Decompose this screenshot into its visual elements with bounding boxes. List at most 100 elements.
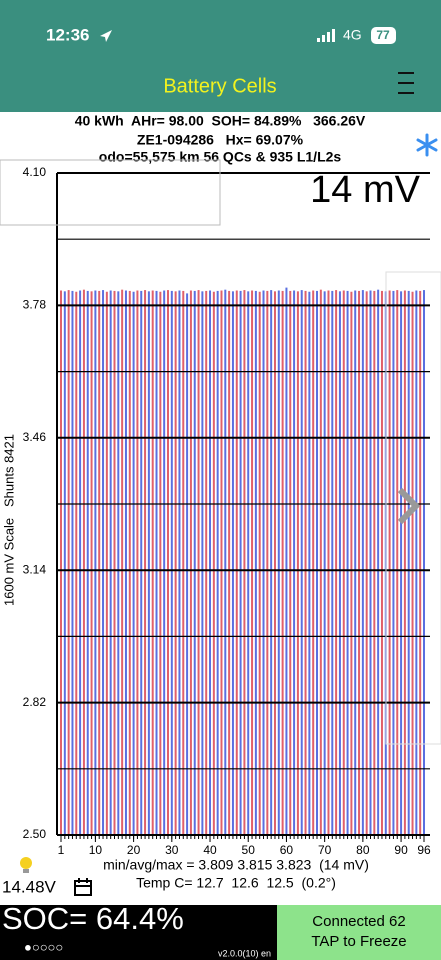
y-tick-label: 2.50 <box>23 827 47 841</box>
cell-bar <box>423 290 425 835</box>
cell-bar <box>159 291 162 836</box>
cell-bar <box>117 291 120 835</box>
cell-bar <box>316 290 319 835</box>
cell-bar <box>182 290 185 835</box>
cell-bar <box>201 291 204 835</box>
x-tick-label: 80 <box>356 843 370 857</box>
y-tick-label: 3.46 <box>23 430 47 444</box>
cell-bar <box>140 290 143 835</box>
cell-bar <box>86 290 89 835</box>
x-tick-label: 50 <box>242 843 256 857</box>
cell-bar <box>335 290 338 835</box>
y-tick-label: 4.10 <box>23 165 47 179</box>
cell-bar <box>121 289 124 835</box>
x-tick-label: 60 <box>280 843 294 857</box>
temp-stats: Temp C= 12.7 12.6 12.5 (0.2°) <box>136 875 336 891</box>
cell-bar <box>102 290 105 835</box>
settings-star[interactable] <box>416 133 438 157</box>
cell-bar <box>304 290 307 835</box>
x-tick-label: 10 <box>89 843 103 857</box>
cell-bar <box>75 291 78 836</box>
cell-bar <box>327 290 330 835</box>
cell-bar <box>79 290 82 835</box>
page-dots: ●○○○○ <box>24 939 63 954</box>
cell-bar <box>243 290 246 835</box>
cell-bar <box>388 290 391 835</box>
battery-level: 77 <box>376 28 390 42</box>
cell-bar <box>377 289 380 835</box>
spread-label: 14 mV <box>310 169 420 211</box>
cell-bar <box>151 290 154 835</box>
header-bar <box>0 0 441 112</box>
bulb-icon[interactable] <box>20 857 32 873</box>
side-panel[interactable] <box>385 271 441 745</box>
cell-bar <box>174 291 177 835</box>
cell-bar <box>266 290 269 835</box>
cell-bar <box>285 287 288 835</box>
cell-bar <box>132 291 135 836</box>
cell-bar <box>128 290 131 835</box>
connection-status: Connected 62 <box>312 913 405 930</box>
screen-title: Battery Cells <box>163 75 276 97</box>
battery-icon <box>371 27 396 44</box>
cell-bar <box>300 290 303 835</box>
cell-bar <box>67 290 70 835</box>
x-tick-label: 20 <box>127 843 141 857</box>
cell-bar <box>365 291 368 835</box>
cell-bar <box>239 290 242 835</box>
cell-bar <box>212 291 215 836</box>
cell-bar <box>60 290 62 835</box>
cell-bar <box>90 291 93 835</box>
cell-bar <box>323 291 326 835</box>
cell-bar <box>350 291 353 836</box>
cell-bar <box>319 289 322 835</box>
status-time: 12:36 <box>46 25 89 44</box>
cell-bar <box>82 289 85 835</box>
cell-bar <box>293 290 296 835</box>
cell-bar <box>147 291 150 835</box>
cell-bar <box>166 290 169 835</box>
aux-voltage: 14.48V <box>2 877 57 896</box>
cell-bar <box>71 290 74 835</box>
status-network: 4G <box>343 27 362 43</box>
cell-bar <box>144 290 147 835</box>
cell-bar <box>170 290 173 835</box>
cell-bar <box>251 290 254 835</box>
cell-bar <box>392 290 395 835</box>
cell-bar <box>289 290 292 835</box>
cell-bar <box>407 290 410 835</box>
cell-bar <box>178 290 181 835</box>
cell-bar <box>400 291 403 835</box>
cell-bar <box>209 290 212 835</box>
cell-bar <box>197 290 200 835</box>
y-tick-label: 2.82 <box>23 695 47 709</box>
freeze-button[interactable] <box>277 905 441 960</box>
cell-bar <box>63 291 66 835</box>
cell-bar <box>258 291 261 836</box>
x-tick-label: 30 <box>165 843 179 857</box>
cell-bar <box>338 291 341 835</box>
cell-bar <box>373 290 376 835</box>
cell-bar <box>254 290 257 835</box>
cell-bar <box>163 290 166 835</box>
cell-bar <box>189 290 192 835</box>
x-tick-label: 96 <box>417 843 431 857</box>
cell-bar <box>277 290 280 835</box>
cell-bar <box>224 289 227 835</box>
next-chevron[interactable] <box>397 487 421 525</box>
menu-button[interactable] <box>398 72 414 94</box>
cell-bar <box>98 290 101 835</box>
info-line: ZE1-094286 Hx= 69.07% <box>137 132 304 148</box>
cell-bar <box>228 290 231 835</box>
cell-bar <box>411 291 414 836</box>
calendar-icon[interactable] <box>74 878 92 896</box>
x-tick-label: 40 <box>203 843 217 857</box>
signal-icon <box>317 29 335 42</box>
cell-bar <box>358 290 361 835</box>
cell-bar <box>403 290 406 835</box>
location-icon <box>100 30 112 42</box>
cell-bar <box>380 290 383 835</box>
cell-bar <box>113 290 116 835</box>
